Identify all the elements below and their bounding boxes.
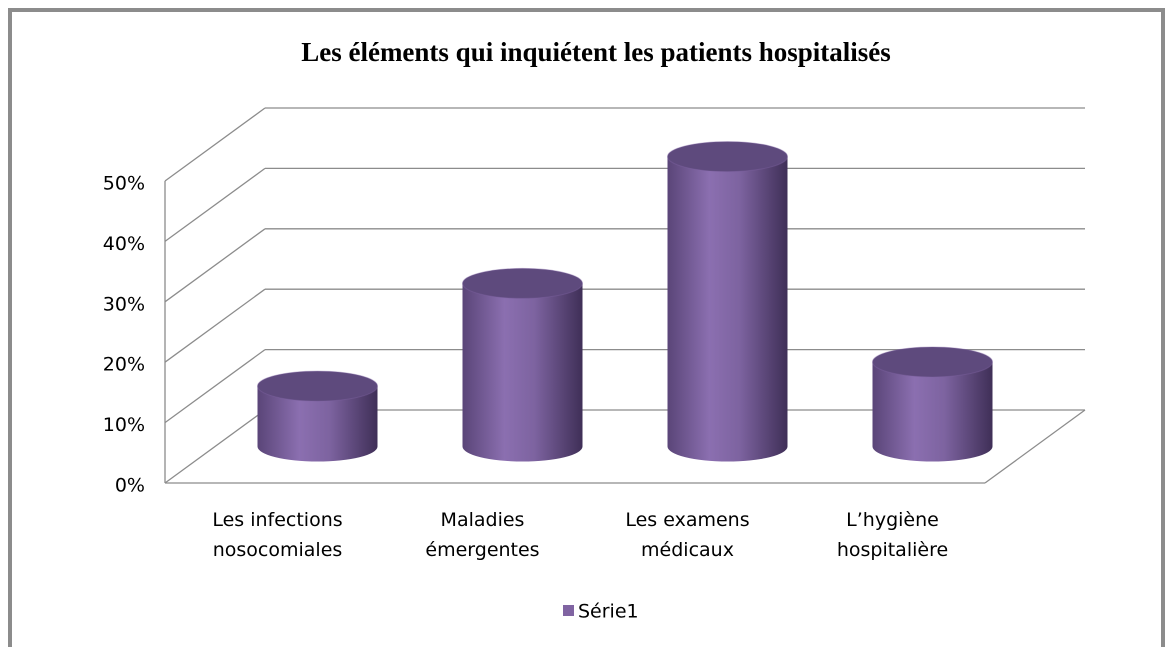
bar-top xyxy=(257,370,378,402)
chart-title: Les éléments qui inquiétent les patients… xyxy=(301,37,891,67)
legend-swatch xyxy=(563,605,574,616)
x-tick-label: Les examens médicaux xyxy=(625,509,749,561)
bar xyxy=(257,370,378,462)
bar xyxy=(462,267,583,462)
y-tick-label: 40% xyxy=(103,233,145,255)
bar-body xyxy=(462,283,583,462)
bar-body xyxy=(667,156,788,462)
side-grid-line xyxy=(164,228,266,303)
bar xyxy=(872,346,993,462)
y-tick-label: 10% xyxy=(103,414,145,436)
bar-top xyxy=(462,267,583,299)
x-tick-label: Maladies émergentes xyxy=(425,509,539,561)
side-grid-line xyxy=(164,107,266,182)
x-tick-label: L’hygiène hospitalière xyxy=(837,509,948,561)
floor-right xyxy=(984,409,1086,484)
y-tick-label: 0% xyxy=(115,475,145,497)
bar-body xyxy=(872,361,993,462)
side-grid-line xyxy=(164,349,266,424)
y-tick-label: 30% xyxy=(103,293,145,315)
x-tick-label: Les infections nosocomiales xyxy=(212,509,342,561)
bar-top xyxy=(667,141,788,173)
side-grid-line xyxy=(164,409,266,484)
side-grid-line xyxy=(164,288,266,363)
bar-top xyxy=(872,346,993,378)
frame xyxy=(8,8,1165,647)
bar xyxy=(667,141,788,462)
side-grid-line xyxy=(164,167,266,242)
legend-label: Série1 xyxy=(578,601,639,623)
y-tick-label: 50% xyxy=(103,173,145,195)
y-tick-label: 20% xyxy=(103,354,145,376)
bar-body xyxy=(257,386,378,462)
